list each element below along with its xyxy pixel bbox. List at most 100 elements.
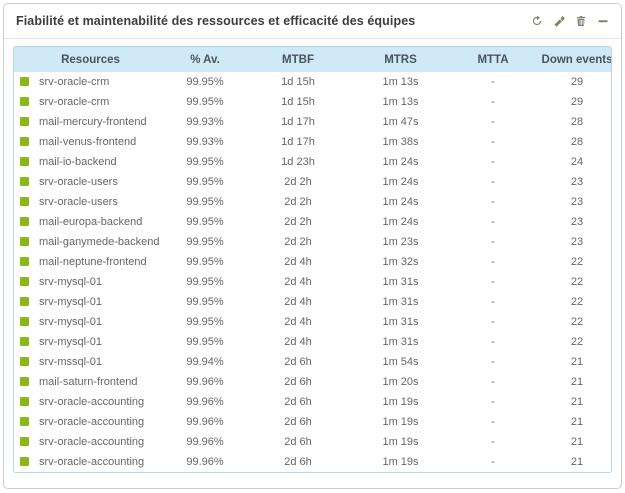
resource-cell: srv-mssql-01 [14, 352, 167, 372]
availability-cell: 99.95% [186, 236, 224, 248]
availability-cell: 99.95% [186, 316, 224, 328]
availability-cell: 99.96% [186, 376, 224, 388]
status-ok-icon [20, 177, 29, 186]
mtta-cell: - [491, 76, 495, 88]
down-events-cell: 21 [570, 436, 584, 448]
mtrs-cell: 1m 32s [382, 256, 419, 268]
resource-name: srv-mysql-01 [39, 316, 102, 328]
status-ok-icon [20, 457, 29, 466]
availability-cell: 99.93% [186, 136, 224, 148]
widget-title: Fiabilité et maintenabilité des ressourc… [16, 14, 416, 28]
availability-cell: 99.96% [186, 456, 224, 468]
reliability-table: Resources% Av. MTBF MTRS MTTA Down events sr… [14, 47, 611, 472]
mtta-cell: - [491, 316, 495, 328]
table-row: mail-io-backend 99.95% 1d 23h 1m 24s - 24 [14, 152, 611, 172]
down-events-cell: 22 [570, 336, 584, 348]
mtta-cell: - [491, 436, 495, 448]
table-row: srv-mysql-01 99.95% 2d 4h 1m 31s - 22 [14, 272, 611, 292]
down-events-cell: 22 [570, 296, 584, 308]
down-events-cell: 29 [570, 76, 584, 88]
mtrs-cell: 1m 19s [382, 396, 419, 408]
availability-cell: 99.95% [186, 196, 224, 208]
mtbf-cell: 2d 6h [284, 376, 312, 388]
mtbf-cell: 2d 4h [284, 276, 312, 288]
mtrs-cell: 1m 20s [382, 376, 419, 388]
mtrs-cell: 1m 24s [382, 196, 419, 208]
table-row: srv-oracle-crm 99.95% 1d 15h 1m 13s - 29 [14, 92, 611, 112]
mtta-cell: - [491, 176, 495, 188]
down-events-cell: 29 [570, 96, 584, 108]
resource-cell: srv-oracle-accounting [14, 392, 167, 412]
resource-name: srv-oracle-crm [39, 96, 110, 108]
reliability-table-container: Resources% Av. MTBF MTRS MTTA Down events sr… [13, 46, 612, 473]
down-events-cell: 21 [570, 396, 584, 408]
down-events-cell: 23 [570, 196, 584, 208]
trash-icon[interactable] [574, 15, 587, 28]
table-row: mail-mercury-frontend 99.93% 1d 17h 1m 47s -… [14, 112, 611, 132]
column-header-mtta: MTTA [448, 47, 538, 72]
mtbf-cell: 2d 2h [284, 236, 312, 248]
mtbf-cell: 1d 15h [281, 96, 315, 108]
mtrs-cell: 1m 23s [382, 236, 419, 248]
refresh-icon[interactable] [530, 15, 543, 28]
status-ok-icon [20, 237, 29, 246]
collapse-icon[interactable] [596, 15, 609, 28]
availability-cell: 99.95% [186, 76, 224, 88]
resource-name: srv-oracle-users [39, 196, 118, 208]
down-events-cell: 23 [570, 216, 584, 228]
table-row: mail-venus-frontend 99.93% 1d 17h 1m 38s - 28 [14, 132, 611, 152]
table-row: mail-europa-backend 99.95% 2d 2h 1m 24s - 23 [14, 212, 611, 232]
resource-name: srv-oracle-accounting [39, 456, 145, 468]
resource-name: srv-mysql-01 [39, 336, 102, 348]
status-ok-icon [20, 217, 29, 226]
mtta-cell: - [491, 376, 495, 388]
mtbf-cell: 2d 6h [284, 436, 312, 448]
wrench-icon[interactable] [552, 15, 565, 28]
mtrs-cell: 1m 24s [382, 176, 419, 188]
dashboard-widget: Fiabilité et maintenabilité des ressourc… [3, 3, 622, 489]
resource-cell: mail-neptune-frontend [14, 252, 167, 272]
mtta-cell: - [491, 196, 495, 208]
table-row: srv-oracle-accounting 99.96% 2d 6h 1m 19s - 2… [14, 432, 611, 452]
mtta-cell: - [491, 136, 495, 148]
mtta-cell: - [491, 296, 495, 308]
down-events-cell: 23 [570, 236, 584, 248]
availability-cell: 99.95% [186, 276, 224, 288]
table-row: srv-mysql-01 99.95% 2d 4h 1m 31s - 22 [14, 332, 611, 352]
status-ok-icon [20, 137, 29, 146]
resource-name: srv-mysql-01 [39, 276, 102, 288]
resource-cell: srv-oracle-accounting [14, 452, 167, 472]
down-events-cell: 22 [570, 256, 584, 268]
availability-cell: 99.93% [186, 116, 224, 128]
status-ok-icon [20, 377, 29, 386]
resource-cell: mail-io-backend [14, 152, 167, 172]
resource-name: mail-io-backend [39, 156, 117, 168]
mtbf-cell: 2d 2h [284, 216, 312, 228]
table-row: srv-mysql-01 99.95% 2d 4h 1m 31s - 22 [14, 292, 611, 312]
mtbf-cell: 1d 17h [281, 136, 315, 148]
resource-name: mail-europa-backend [39, 216, 143, 228]
resource-cell: srv-oracle-accounting [14, 412, 167, 432]
mtta-cell: - [491, 356, 495, 368]
status-ok-icon [20, 97, 29, 106]
resource-cell: srv-oracle-crm [14, 72, 167, 92]
mtbf-cell: 2d 4h [284, 316, 312, 328]
table-row: srv-oracle-accounting 99.96% 2d 6h 1m 19s - 2… [14, 412, 611, 432]
resource-cell: srv-oracle-users [14, 192, 167, 212]
resource-name: srv-oracle-users [39, 176, 118, 188]
mtta-cell: - [491, 336, 495, 348]
mtrs-cell: 1m 19s [382, 436, 419, 448]
mtta-cell: - [491, 396, 495, 408]
availability-cell: 99.95% [186, 216, 224, 228]
down-events-cell: 21 [570, 416, 584, 428]
table-header-row: Resources% Av. MTBF MTRS MTTA Down events [14, 47, 611, 72]
down-events-cell: 22 [570, 316, 584, 328]
resource-name: srv-oracle-accounting [39, 416, 145, 428]
status-ok-icon [20, 77, 29, 86]
table-row: srv-mysql-01 99.95% 2d 4h 1m 31s - 22 [14, 312, 611, 332]
table-row: srv-oracle-accounting 99.96% 2d 6h 1m 19s - 2… [14, 452, 611, 472]
resource-cell: srv-mysql-01 [14, 312, 167, 332]
resource-cell: mail-europa-backend [14, 212, 167, 232]
availability-cell: 99.95% [186, 156, 224, 168]
table-row: srv-oracle-accounting 99.96% 2d 6h 1m 19s - 2… [14, 392, 611, 412]
